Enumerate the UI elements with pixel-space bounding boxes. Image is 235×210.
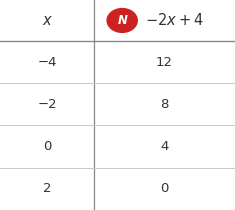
- Text: 4: 4: [160, 140, 169, 153]
- Text: x: x: [43, 13, 51, 28]
- Text: 8: 8: [160, 98, 169, 111]
- Text: N: N: [117, 14, 127, 27]
- Text: −2: −2: [37, 98, 57, 111]
- Text: −4: −4: [37, 56, 57, 69]
- Ellipse shape: [106, 8, 138, 33]
- Text: 12: 12: [156, 56, 173, 69]
- Text: 0: 0: [160, 182, 169, 195]
- Text: $-2x + 4$: $-2x + 4$: [145, 12, 203, 29]
- Text: 2: 2: [43, 182, 51, 195]
- Text: 0: 0: [43, 140, 51, 153]
